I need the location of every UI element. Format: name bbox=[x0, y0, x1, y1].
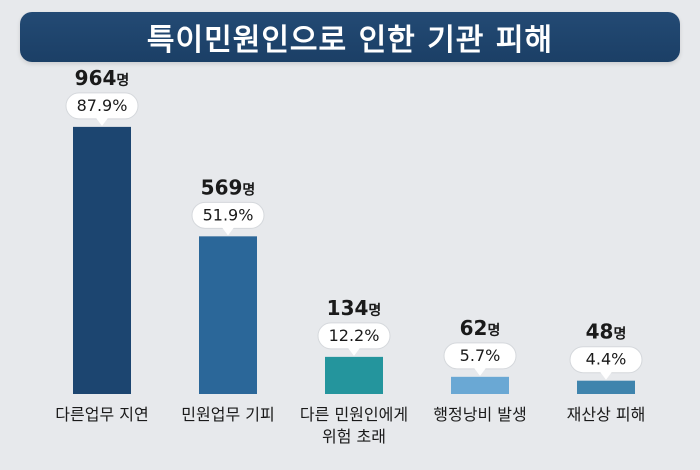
percent-bubble-2: 51.9% bbox=[191, 201, 265, 236]
chart-title: 특이민원인으로 인한 기관 피해 bbox=[146, 23, 554, 58]
bar-3 bbox=[325, 356, 383, 394]
category-label-3-line-2: 위험 초래 bbox=[322, 427, 386, 446]
percent-label-3: 12.2% bbox=[329, 326, 380, 345]
percent-label-5: 4.4% bbox=[586, 350, 627, 369]
count-label-1: 964명 bbox=[75, 66, 130, 90]
percent-label-2: 51.9% bbox=[203, 205, 254, 224]
percent-label-4: 5.7% bbox=[460, 346, 501, 365]
category-label-2: 민원업무 기피 bbox=[181, 405, 274, 424]
category-label-1: 다른업무 지연 bbox=[55, 405, 148, 424]
category-label-3-line-1: 다른 민원인에게 bbox=[300, 405, 408, 424]
bar-1 bbox=[73, 126, 131, 394]
count-label-5: 48명 bbox=[586, 320, 627, 344]
bar-2 bbox=[199, 236, 257, 394]
count-label-4: 62명 bbox=[460, 316, 501, 340]
bar-4 bbox=[451, 376, 509, 394]
percent-bubble-1: 87.9% bbox=[65, 92, 139, 126]
category-label-4: 행정낭비 발생 bbox=[433, 405, 526, 424]
count-label-3: 134명 bbox=[327, 296, 382, 320]
category-label-5: 재산상 피해 bbox=[567, 405, 646, 424]
percent-bubble-5: 4.4% bbox=[569, 346, 643, 380]
percent-bubble-3: 12.2% bbox=[317, 322, 391, 356]
count-label-2: 569명 bbox=[201, 175, 256, 199]
bar-5 bbox=[577, 380, 635, 394]
percent-label-1: 87.9% bbox=[77, 96, 128, 115]
percent-bubble-4: 5.7% bbox=[443, 342, 517, 376]
chart-title-banner: 특이민원인으로 인한 기관 피해 bbox=[20, 12, 680, 62]
